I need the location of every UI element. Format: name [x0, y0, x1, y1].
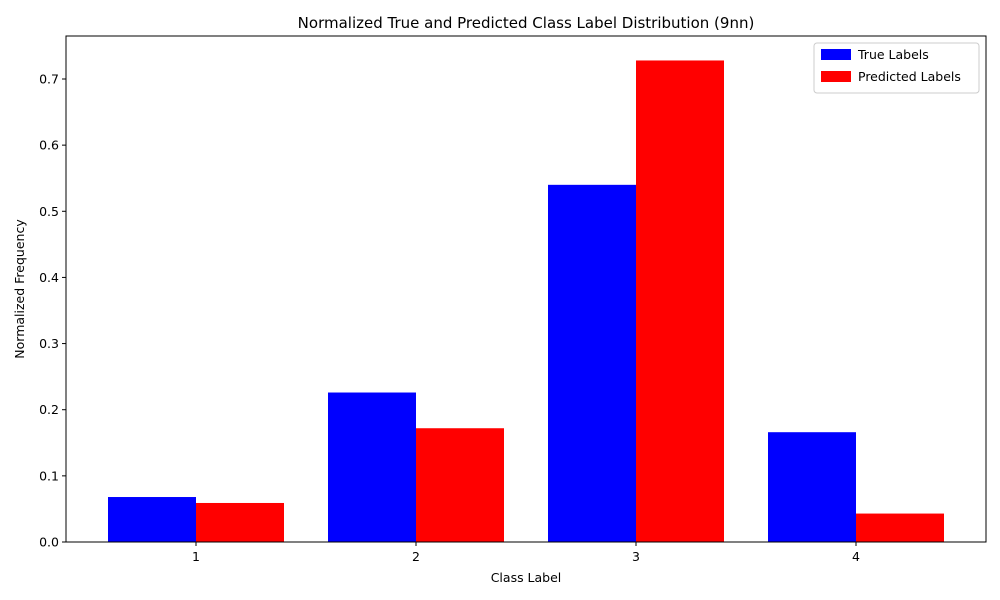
- y-tick-label: 0.5: [39, 204, 59, 219]
- y-tick-label: 0.7: [39, 71, 59, 86]
- bar-true-labels-3: [548, 184, 636, 542]
- x-tick-label: 1: [192, 549, 200, 564]
- y-axis-label: Normalized Frequency: [12, 219, 27, 359]
- y-tick-label: 0.4: [39, 270, 59, 285]
- x-tick-label: 2: [412, 549, 420, 564]
- bar-predicted-labels-1: [196, 502, 284, 542]
- y-tick-label: 0.3: [39, 336, 59, 351]
- bar-true-labels-4: [768, 432, 856, 542]
- x-tick-label: 3: [632, 549, 640, 564]
- chart-title: Normalized True and Predicted Class Labe…: [298, 14, 755, 32]
- bar-true-labels-1: [108, 497, 196, 542]
- legend-box: [813, 42, 980, 94]
- y-tick-label: 0.6: [39, 138, 59, 153]
- bars-group: [108, 60, 944, 542]
- y-tick-label: 0.2: [39, 402, 59, 417]
- plot-area-frame: [65, 35, 987, 543]
- legend-swatch-predicted-labels: [821, 71, 851, 82]
- legend: True Labels Predicted Labels: [813, 42, 980, 94]
- x-axis-label: Class Label: [491, 570, 562, 585]
- legend-label-predicted-labels: Predicted Labels: [858, 69, 961, 84]
- y-axis: 0.0 0.1 0.2 0.3 0.4 0.5 0.6 0.7: [39, 71, 66, 550]
- x-tick-label: 4: [852, 549, 860, 564]
- x-axis: 1 2 3 4: [192, 542, 860, 564]
- bar-true-labels-2: [328, 392, 416, 542]
- legend-label-true-labels: True Labels: [857, 47, 929, 62]
- bar-predicted-labels-3: [636, 60, 724, 542]
- bar-predicted-labels-4: [856, 513, 944, 542]
- y-tick-label: 0.1: [39, 468, 59, 483]
- y-tick-label: 0.0: [39, 535, 59, 550]
- legend-swatch-true-labels: [821, 49, 851, 60]
- bar-predicted-labels-2: [416, 428, 504, 542]
